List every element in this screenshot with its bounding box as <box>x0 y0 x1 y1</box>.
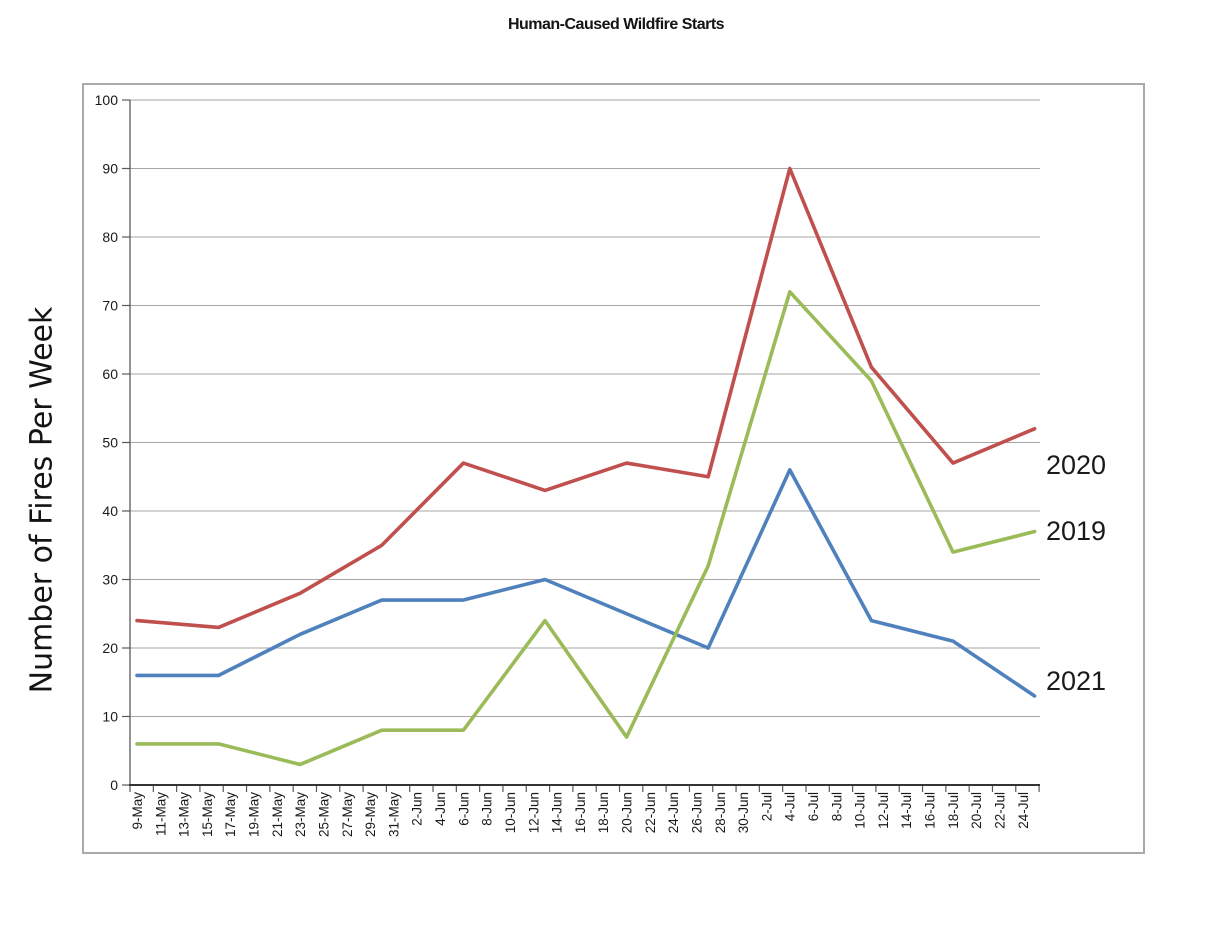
x-tick-label: 29-May <box>363 792 378 837</box>
series-end-label-2020: 2020 <box>1046 450 1106 480</box>
series-line-2021 <box>135 468 1037 698</box>
y-tick-label: 90 <box>102 161 118 177</box>
x-tick-label: 6-Jun <box>456 792 471 826</box>
x-tick-label: 4-Jul <box>783 792 798 821</box>
x-tick-label: 20-Jul <box>969 792 984 829</box>
series-line-2019 <box>135 289 1037 767</box>
x-tick-label: 25-May <box>316 792 331 837</box>
x-tick-label: 8-Jun <box>480 792 495 826</box>
y-tick-label: 20 <box>102 640 118 656</box>
x-tick-label: 23-May <box>293 792 308 837</box>
x-tick-label: 11-May <box>153 792 168 836</box>
y-tick-label: 0 <box>110 777 118 793</box>
x-tick-label: 22-Jun <box>643 792 658 833</box>
x-tick-label: 2-Jul <box>759 792 774 821</box>
x-tick-label: 20-Jun <box>620 792 635 833</box>
x-tick-label: 4-Jun <box>433 792 448 826</box>
y-tick-label: 40 <box>102 503 118 519</box>
x-tick-label: 21-May <box>270 792 285 837</box>
x-tick-label: 31-May <box>386 792 401 837</box>
y-tick-label: 100 <box>95 92 119 108</box>
x-tick-label: 10-Jul <box>853 792 868 829</box>
x-tick-label: 12-Jul <box>876 792 891 829</box>
y-tick-label: 80 <box>102 229 118 245</box>
x-tick-label: 24-Jun <box>666 792 681 833</box>
x-tick-label: 24-Jul <box>1016 792 1031 829</box>
x-tick-label: 2-Jun <box>410 792 425 826</box>
y-tick-label: 60 <box>102 366 118 382</box>
x-tick-label: 12-Jun <box>526 792 541 833</box>
x-tick-label: 14-Jul <box>899 792 914 829</box>
x-tick-label: 14-Jun <box>550 792 565 833</box>
series-end-label-2019: 2019 <box>1046 516 1106 546</box>
x-tick-label: 16-Jun <box>573 792 588 833</box>
y-tick-label: 50 <box>102 435 118 451</box>
x-tick-label: 9-May <box>130 792 145 830</box>
y-tick-label: 10 <box>102 709 118 725</box>
x-tick-label: 6-Jul <box>806 792 821 821</box>
chart-title: Human-Caused Wildfire Starts <box>507 16 725 33</box>
x-tick-label: 10-Jun <box>503 792 518 833</box>
x-tick-label: 17-May <box>223 792 238 837</box>
x-tick-label: 8-Jul <box>829 792 844 821</box>
x-tick-label: 18-Jun <box>596 792 611 833</box>
x-tick-label: 15-May <box>200 792 215 837</box>
x-tick-label: 27-May <box>340 792 355 837</box>
x-tick-label: 28-Jun <box>713 792 728 833</box>
y-tick-label: 70 <box>102 298 118 314</box>
series-end-label-2021: 2021 <box>1046 666 1106 696</box>
y-tick-label: 30 <box>102 572 118 588</box>
x-tick-label: 22-Jul <box>992 792 1007 829</box>
x-tick-label: 16-Jul <box>923 792 938 829</box>
x-tick-label: 18-Jul <box>946 792 961 829</box>
x-tick-label: 30-Jun <box>736 792 751 833</box>
x-tick-label: 13-May <box>177 792 192 837</box>
x-tick-label: 19-May <box>247 792 262 837</box>
series-line-2020 <box>135 166 1037 630</box>
x-tick-label: 26-Jun <box>689 792 704 833</box>
